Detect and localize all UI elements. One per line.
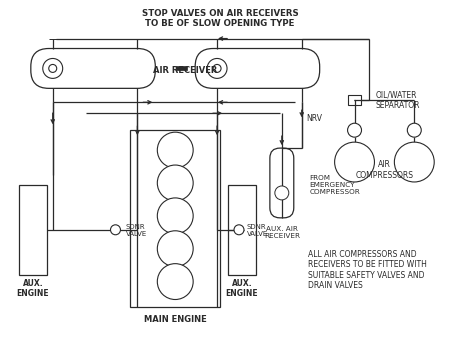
- Text: AIR
COMPRESSORS: AIR COMPRESSORS: [356, 160, 413, 180]
- Circle shape: [157, 264, 193, 300]
- Text: AUX. AIR
RECEIVER: AUX. AIR RECEIVER: [264, 226, 300, 239]
- Text: OIL/WATER
SEPARATOR: OIL/WATER SEPARATOR: [375, 90, 420, 110]
- Text: AIR RECEIVER: AIR RECEIVER: [153, 66, 218, 75]
- Circle shape: [157, 132, 193, 168]
- FancyBboxPatch shape: [195, 49, 319, 88]
- Circle shape: [275, 186, 289, 200]
- Text: STOP VALVES ON AIR RECEIVERS: STOP VALVES ON AIR RECEIVERS: [142, 9, 299, 18]
- Text: FROM
EMERGENCY
COMPRESSOR: FROM EMERGENCY COMPRESSOR: [310, 175, 360, 195]
- Circle shape: [347, 123, 362, 137]
- Circle shape: [49, 64, 57, 73]
- Circle shape: [157, 198, 193, 234]
- Circle shape: [335, 142, 374, 182]
- Text: AUX.
ENGINE: AUX. ENGINE: [17, 279, 49, 298]
- Text: SDNR
VALVE: SDNR VALVE: [247, 224, 268, 237]
- Text: AUX.
ENGINE: AUX. ENGINE: [226, 279, 258, 298]
- Bar: [19, 185, 47, 275]
- Circle shape: [110, 225, 120, 235]
- Text: SDNR
VALVE: SDNR VALVE: [126, 224, 146, 237]
- Circle shape: [213, 64, 221, 73]
- Text: NRV: NRV: [307, 114, 323, 123]
- Circle shape: [157, 165, 193, 201]
- Circle shape: [207, 58, 227, 78]
- Text: ALL AIR COMPRESSORS AND
RECEIVERS TO BE FITTED WITH
SUITABLE SAFETY VALVES AND
D: ALL AIR COMPRESSORS AND RECEIVERS TO BE …: [308, 250, 427, 290]
- Bar: [130, 130, 220, 308]
- Circle shape: [394, 142, 434, 182]
- Bar: [347, 95, 361, 105]
- Circle shape: [407, 123, 421, 137]
- Circle shape: [234, 225, 244, 235]
- Text: MAIN ENGINE: MAIN ENGINE: [144, 315, 207, 324]
- Bar: [176, 67, 187, 70]
- FancyBboxPatch shape: [270, 148, 294, 218]
- Bar: [228, 185, 256, 275]
- Circle shape: [157, 231, 193, 267]
- FancyBboxPatch shape: [31, 49, 155, 88]
- Text: TO BE OF SLOW OPENING TYPE: TO BE OF SLOW OPENING TYPE: [146, 19, 295, 28]
- Circle shape: [43, 58, 63, 78]
